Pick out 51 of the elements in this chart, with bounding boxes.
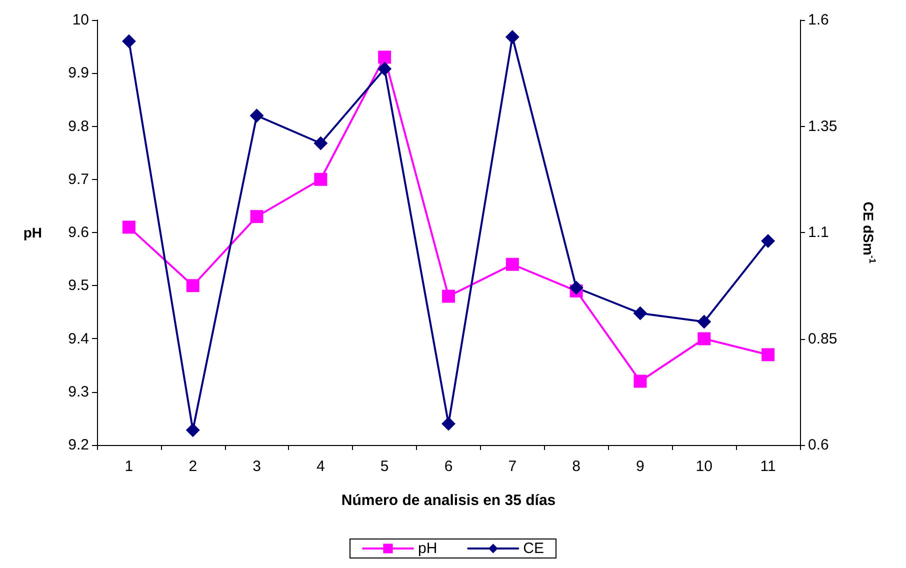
y2-tick-label: 0.6 (808, 436, 829, 454)
y-tick-label: 10 (72, 12, 89, 28)
y2-tick-label: 1.6 (808, 12, 829, 28)
x-tick-label: 6 (444, 458, 453, 475)
point (633, 306, 648, 320)
point (250, 108, 264, 123)
x-tick-label: 2 (188, 458, 198, 475)
x-tick-label: 9 (636, 458, 644, 475)
y2-tick-label: 1.1 (808, 224, 829, 241)
point (762, 348, 775, 362)
y-tick-label: 9.8 (68, 118, 89, 135)
x-tick-label: 11 (760, 458, 776, 475)
y-axis-title: pH (23, 224, 42, 240)
point (186, 423, 200, 438)
x-tick-label: 8 (572, 458, 580, 475)
point (761, 234, 776, 248)
legend-label: pH (418, 540, 438, 557)
point (314, 136, 328, 150)
point (442, 416, 456, 431)
x-tick-label: 3 (252, 458, 261, 475)
point (698, 332, 711, 346)
point (442, 290, 455, 303)
y-tick-label: 9.4 (68, 330, 89, 348)
legend-label: CE (523, 540, 544, 557)
point (186, 279, 200, 292)
x-tick-label: 4 (316, 458, 325, 475)
y-tick-label: 9.2 (68, 436, 89, 454)
y-tick-label: 9.6 (68, 224, 89, 241)
x-tick-label: 1 (124, 458, 134, 475)
y2-tick-label: 0.85 (808, 330, 838, 348)
point (697, 314, 712, 329)
point (569, 280, 584, 295)
y2-axis-title: CE dSm-1 (860, 202, 878, 264)
point (378, 62, 392, 76)
point (505, 30, 520, 44)
point (314, 172, 328, 186)
point (378, 50, 392, 64)
point (122, 34, 136, 48)
y-tick-label: 9.3 (68, 383, 89, 400)
point (250, 210, 264, 224)
y-tick-label: 9.9 (68, 64, 89, 82)
y2-tick-label: 1.35 (808, 118, 838, 135)
x-tick-label: 5 (380, 458, 389, 475)
x-axis-title: Número de analisis en 35 días (341, 492, 556, 509)
point (122, 220, 136, 234)
y-tick-label: 9.7 (68, 170, 89, 188)
x-tick-label: 10 (696, 458, 712, 475)
y-tick-label: 9.5 (68, 277, 89, 294)
point (506, 258, 519, 271)
point (634, 374, 647, 388)
x-tick-label: 7 (508, 458, 517, 475)
